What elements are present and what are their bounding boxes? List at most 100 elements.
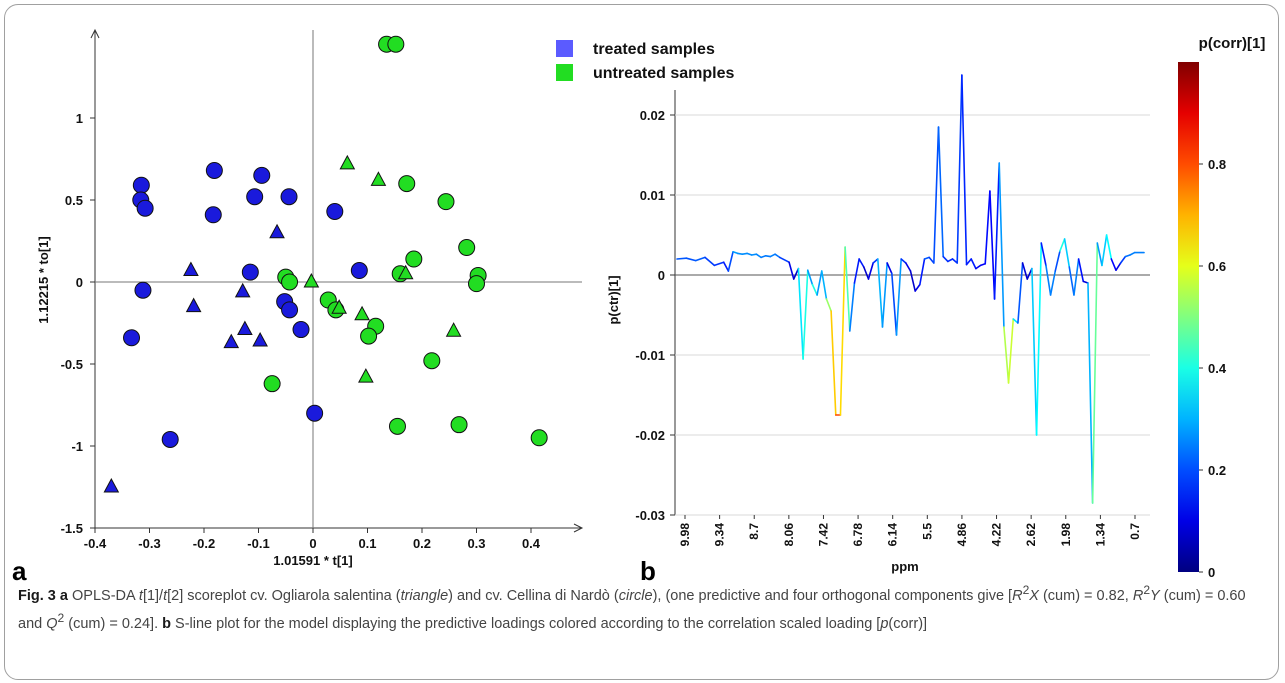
sline-segment bbox=[965, 258, 973, 266]
sline-segment bbox=[797, 267, 804, 360]
sline-segment bbox=[933, 126, 940, 264]
scatter-point-circle bbox=[423, 352, 441, 370]
x-tick-label: -0.2 bbox=[193, 536, 215, 551]
sline-segment bbox=[909, 270, 916, 292]
scatter-point-triangle bbox=[339, 154, 356, 170]
sline-segment bbox=[895, 258, 902, 336]
scatter-point-circle bbox=[306, 404, 324, 422]
colorbar-tick-label: 0.6 bbox=[1208, 259, 1226, 274]
scatter-point-circle bbox=[204, 206, 222, 224]
legend-swatch bbox=[556, 40, 573, 57]
scatter-point-circle bbox=[360, 327, 378, 345]
scatter-point-circle bbox=[350, 262, 368, 280]
sline-segment bbox=[746, 252, 753, 256]
x-axis-arrow bbox=[573, 523, 584, 533]
y-tick-label: -0.01 bbox=[635, 348, 665, 363]
sline-segment bbox=[1031, 267, 1038, 436]
sline-segment bbox=[816, 270, 823, 296]
scatter-point-circle bbox=[468, 275, 485, 293]
sline-segment bbox=[998, 162, 1005, 328]
x-tick-label: -0.1 bbox=[247, 536, 269, 551]
sline-segment bbox=[755, 253, 762, 259]
sline-segment bbox=[760, 255, 767, 259]
legend-label: treated samples bbox=[593, 41, 715, 58]
sline-segment bbox=[1003, 326, 1010, 384]
x-tick-label: 5.5 bbox=[920, 523, 934, 540]
colorbar-tick-label: 0 bbox=[1208, 565, 1215, 580]
scatter-point-circle bbox=[281, 301, 299, 319]
x-axis-title: ppm bbox=[891, 559, 918, 574]
sline-segment bbox=[1040, 242, 1047, 267]
sline-segment bbox=[1129, 251, 1136, 256]
sline-segment bbox=[900, 258, 907, 264]
y-tick-label: 0.02 bbox=[640, 108, 665, 123]
sline-segment bbox=[1054, 250, 1061, 272]
sline-segment bbox=[872, 258, 879, 264]
caption-text: [1]/ bbox=[142, 587, 164, 604]
sline-segment bbox=[993, 162, 1001, 300]
colorbar-tick-label: 0.4 bbox=[1208, 361, 1227, 376]
scatter-point-triangle bbox=[185, 297, 202, 313]
sline-segment bbox=[732, 251, 739, 255]
sline-segment bbox=[937, 126, 944, 258]
sline-segment bbox=[1124, 254, 1131, 258]
sline-segment bbox=[1110, 258, 1117, 272]
y-tick-label: 0.01 bbox=[640, 188, 665, 203]
scatter-point-triangle bbox=[397, 264, 414, 280]
sline-segment bbox=[1059, 238, 1066, 252]
scatter-point-circle bbox=[398, 175, 416, 193]
sline-segment bbox=[825, 298, 832, 312]
sline-segment bbox=[769, 253, 776, 258]
sline-segment bbox=[867, 262, 874, 280]
sline-segment bbox=[848, 282, 856, 332]
x-tick-label: 9.98 bbox=[678, 523, 692, 547]
caption-text: t bbox=[163, 587, 168, 604]
sline-segment bbox=[1115, 262, 1122, 272]
scatter-point-triangle bbox=[445, 322, 462, 337]
sline-segment bbox=[886, 262, 893, 275]
scatter-point-circle bbox=[132, 176, 150, 194]
sline-segment bbox=[811, 283, 818, 296]
y-tick-label: -0.02 bbox=[635, 428, 665, 443]
caption-text: (corr)] bbox=[888, 615, 928, 632]
x-tick-label: 7.42 bbox=[816, 523, 830, 547]
sline-segment bbox=[881, 262, 888, 328]
scatter-point-circle bbox=[241, 263, 259, 281]
sline-segment bbox=[1105, 234, 1113, 260]
sline-segment bbox=[839, 246, 846, 416]
scatter-point-circle bbox=[326, 202, 344, 220]
sline-segment bbox=[947, 258, 954, 263]
sline-segment bbox=[989, 190, 996, 300]
caption-text: (cum) = 0.60 and bbox=[18, 587, 1246, 632]
y-axis-title: 1.12215 * to[1] bbox=[36, 236, 51, 323]
sline-segment bbox=[956, 74, 963, 264]
scatter-point-triangle bbox=[303, 272, 320, 288]
sline-segment bbox=[1077, 258, 1085, 283]
sline-segment bbox=[984, 190, 991, 265]
sline-segment bbox=[806, 269, 814, 286]
caption-a-letter: a bbox=[59, 587, 68, 604]
scatter-point-circle bbox=[450, 416, 468, 434]
sline-segment bbox=[704, 256, 716, 267]
legend-swatch bbox=[556, 64, 573, 81]
colorbar-title: p(corr)[1] bbox=[1199, 35, 1266, 52]
scatter-point-triangle bbox=[370, 171, 387, 186]
sline-segment bbox=[1119, 255, 1127, 264]
scatter-point-circle bbox=[134, 281, 152, 299]
sline-segment bbox=[961, 74, 968, 266]
sline-segment bbox=[862, 266, 870, 280]
x-axis-title: 1.01591 * t[1] bbox=[273, 553, 353, 568]
x-tick-label: 4.86 bbox=[955, 523, 969, 547]
sline-segment bbox=[905, 262, 912, 272]
scatter-point-circle bbox=[123, 329, 141, 347]
x-tick-label: 0.3 bbox=[467, 536, 485, 551]
x-tick-label: 6.14 bbox=[886, 523, 900, 547]
sline-segment bbox=[975, 264, 982, 270]
sline-segment bbox=[942, 255, 949, 263]
scatter-point-triangle bbox=[358, 368, 374, 383]
scatter-point-circle bbox=[405, 250, 423, 268]
scatter-point-circle bbox=[136, 199, 154, 217]
sline-segment bbox=[1068, 266, 1075, 296]
x-tick-label: 1.98 bbox=[1059, 523, 1073, 547]
scatter-point-circle bbox=[530, 429, 548, 447]
